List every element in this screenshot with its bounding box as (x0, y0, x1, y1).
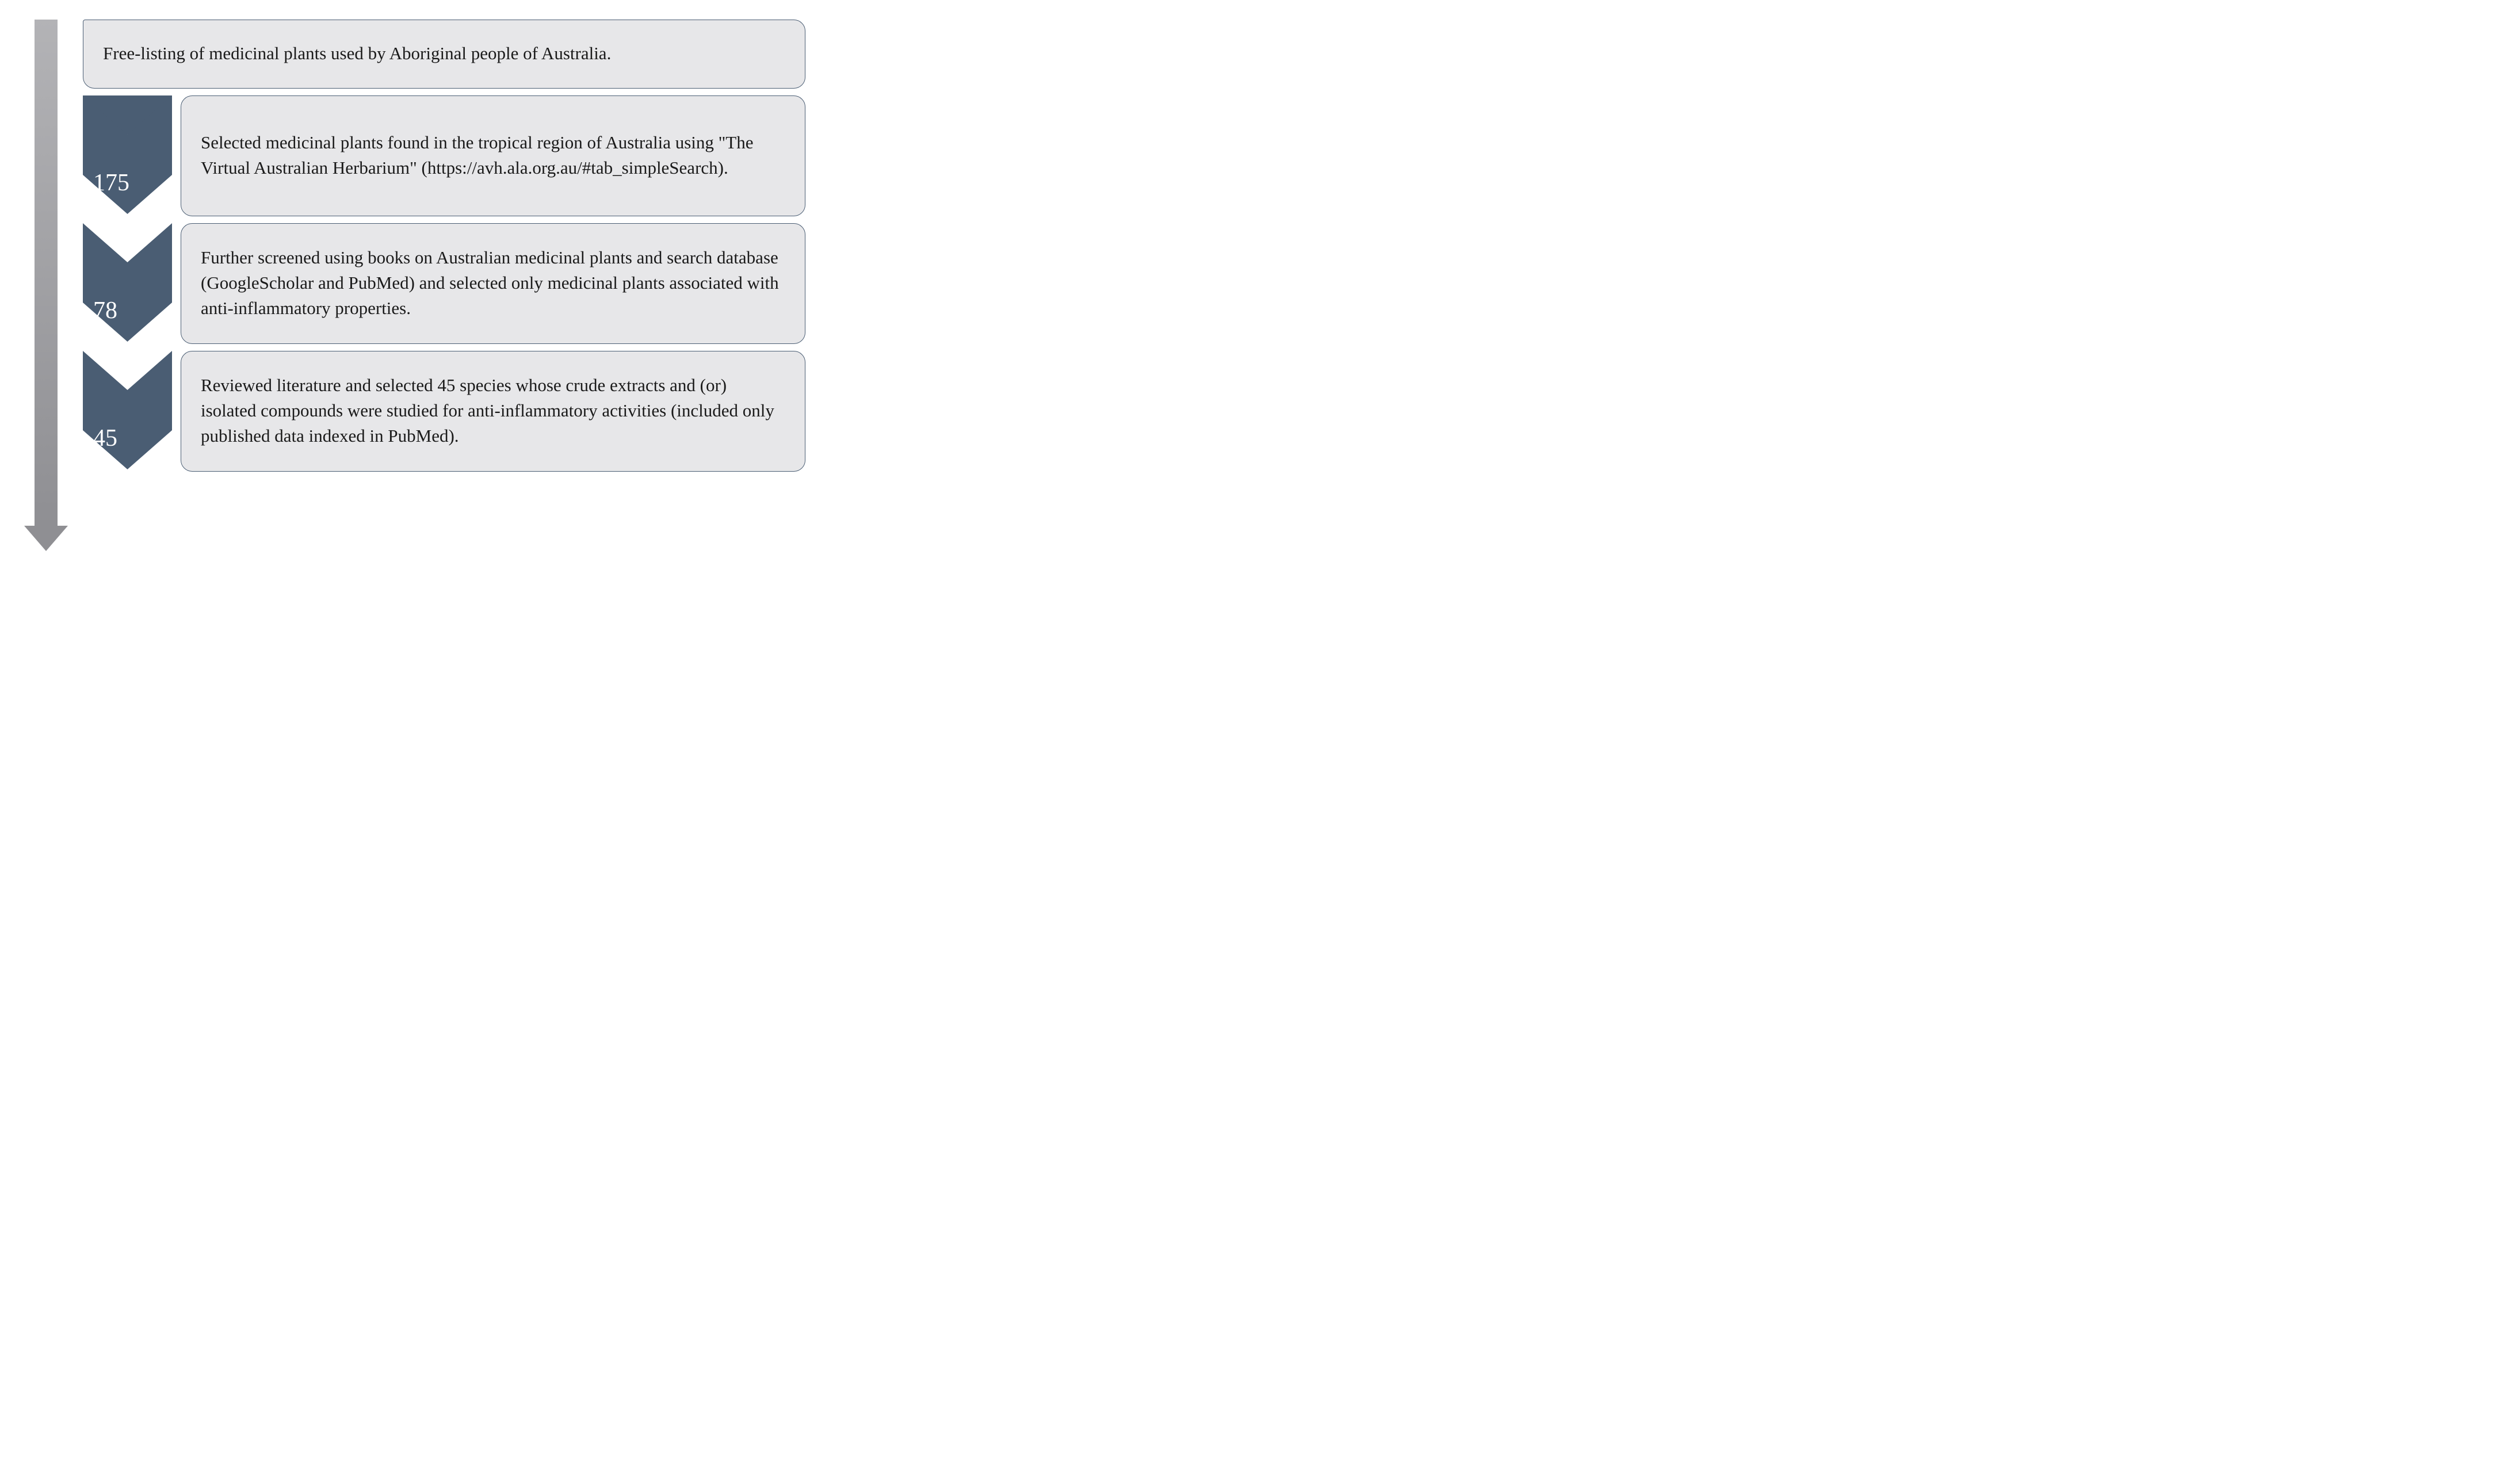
stage-box: Reviewed literature and selected 45 spec… (181, 351, 805, 472)
stage-2: 78 Further screened using books on Austr… (83, 223, 805, 344)
stage-number: 175 (93, 169, 129, 197)
stage-number: 78 (93, 297, 117, 324)
arrow-shaft (35, 20, 58, 526)
stage-box: Free-listing of medicinal plants used by… (83, 20, 805, 89)
stage-text: Free-listing of medicinal plants used by… (103, 41, 611, 66)
stage-number: 45 (93, 424, 117, 452)
flow-diagram: Free-listing of medicinal plants used by… (0, 0, 828, 574)
arrow-head-icon (24, 526, 68, 551)
down-arrow (24, 20, 68, 551)
stage-3: 45 Reviewed literature and selected 45 s… (83, 351, 805, 472)
stage-text: Reviewed literature and selected 45 spec… (201, 373, 785, 449)
stage-0: Free-listing of medicinal plants used by… (83, 20, 805, 89)
stage-text: Selected medicinal plants found in the t… (201, 130, 785, 181)
stage-text: Further screened using books on Australi… (201, 245, 785, 321)
stage-1: 175 Selected medicinal plants found in t… (83, 95, 805, 216)
chevron-icon: 45 (83, 351, 172, 472)
stage-box: Selected medicinal plants found in the t… (181, 95, 805, 216)
chevron-icon: 78 (83, 223, 172, 344)
chevron-icon: 175 (83, 95, 172, 216)
stage-list: Free-listing of medicinal plants used by… (83, 20, 805, 551)
stage-box: Further screened using books on Australi… (181, 223, 805, 344)
